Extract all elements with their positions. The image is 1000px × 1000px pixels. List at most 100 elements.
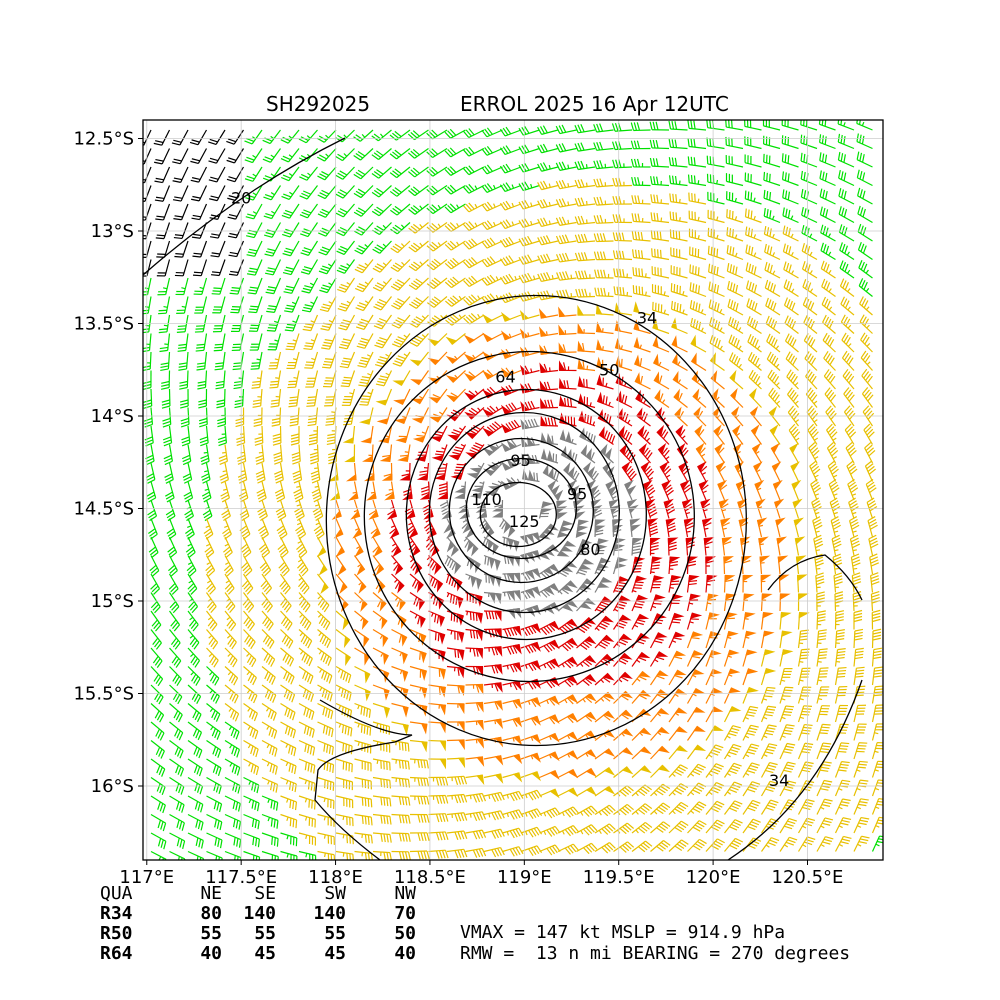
wind-barb <box>173 203 189 221</box>
wind-barb <box>264 240 282 257</box>
wind-barb <box>760 724 777 741</box>
wind-barb <box>502 536 520 552</box>
wind-barb <box>282 259 300 276</box>
wind-barb <box>391 573 405 594</box>
y-tick-label: 16°S <box>91 776 134 797</box>
wind-barb <box>540 432 559 446</box>
wind-barb <box>858 278 873 297</box>
wind-barb <box>613 785 634 797</box>
wind-barb <box>143 166 152 184</box>
wind-barb <box>649 575 665 593</box>
wind-barb <box>318 222 337 237</box>
wind-barb <box>283 277 300 294</box>
wind-barb <box>342 425 356 444</box>
wind-barb <box>408 240 429 253</box>
wind-barb <box>243 721 259 740</box>
wind-barb <box>742 724 759 741</box>
wind-barb <box>335 758 353 773</box>
wind-barb <box>317 148 337 162</box>
wind-barb <box>445 370 466 383</box>
wind-barb <box>520 808 543 820</box>
wind-barb <box>801 206 818 224</box>
wind-barb <box>692 388 707 408</box>
wind-barb <box>317 832 335 845</box>
wind-barb <box>834 761 850 778</box>
wind-barb <box>372 222 392 236</box>
wind-barb <box>689 300 707 316</box>
wind-barb <box>209 222 226 239</box>
wind-barb <box>672 370 688 390</box>
wind-barb <box>391 333 411 348</box>
wind-barb <box>807 423 819 445</box>
wind-barb <box>613 822 635 835</box>
wind-barb <box>278 555 290 577</box>
table-row-cell: R64 <box>100 943 133 964</box>
wind-barb <box>520 845 543 857</box>
wind-barb <box>594 634 615 649</box>
wind-barb <box>690 352 707 372</box>
table-row-cell: 80 <box>200 903 222 924</box>
wind-barb <box>802 279 818 297</box>
wind-barb <box>371 148 392 160</box>
wind-barb <box>518 144 540 155</box>
wind-barb <box>282 222 300 238</box>
wind-barb <box>557 843 580 855</box>
wind-barb <box>709 334 725 353</box>
wind-barb <box>280 610 293 631</box>
wind-barb <box>519 310 540 321</box>
wind-barb <box>758 536 769 556</box>
wind-barb <box>631 689 652 704</box>
wind-barb <box>250 351 263 370</box>
wind-barb <box>226 148 245 164</box>
wind-barb <box>307 407 319 427</box>
wind-barb <box>359 388 374 406</box>
wind-barb <box>428 665 446 680</box>
wind-barb <box>280 647 295 667</box>
wind-barb <box>322 351 337 369</box>
contour-label: 80 <box>580 540 600 559</box>
wind-barb <box>769 424 781 445</box>
wind-barb <box>264 222 282 238</box>
wind-barb <box>372 832 392 843</box>
wind-barb <box>577 322 596 335</box>
wind-barb <box>229 277 245 295</box>
wind-barb <box>444 166 466 176</box>
wind-barb <box>744 172 762 187</box>
wind-barb <box>249 333 263 351</box>
wind-barb <box>518 181 540 192</box>
wind-barb <box>304 351 319 369</box>
wind-barb <box>236 425 246 447</box>
wind-barb <box>280 758 297 775</box>
wind-barb <box>224 813 242 830</box>
wind-barb <box>763 171 781 187</box>
wind-barb <box>853 723 867 741</box>
wind-barb <box>563 462 580 482</box>
wind-barb <box>668 839 689 852</box>
wind-barb <box>499 182 522 193</box>
wind-barb <box>144 425 154 447</box>
wind-barb <box>726 209 744 224</box>
wind-barb <box>206 795 223 813</box>
wind-barb <box>742 762 760 778</box>
wind-barb <box>256 481 267 503</box>
wind-barb <box>500 456 522 471</box>
wind-barb <box>723 593 737 612</box>
wind-barb <box>162 407 172 428</box>
wind-barb <box>273 444 283 465</box>
wind-barb <box>173 222 189 240</box>
contour-34-south <box>727 679 863 860</box>
wind-barb <box>409 314 429 328</box>
wind-barb <box>372 628 389 648</box>
wind-barb <box>688 210 707 224</box>
wind-barb <box>575 288 596 298</box>
wind-barb <box>721 536 733 556</box>
wind-barb <box>631 821 653 834</box>
wind-barb <box>470 481 485 499</box>
wind-barb <box>668 138 688 150</box>
wind-barb <box>297 555 309 577</box>
x-tick-label: 119°E <box>497 867 552 888</box>
wind-barb <box>820 260 836 279</box>
wind-barb <box>760 705 777 723</box>
wind-barb <box>280 629 294 649</box>
wind-barb <box>865 478 877 501</box>
